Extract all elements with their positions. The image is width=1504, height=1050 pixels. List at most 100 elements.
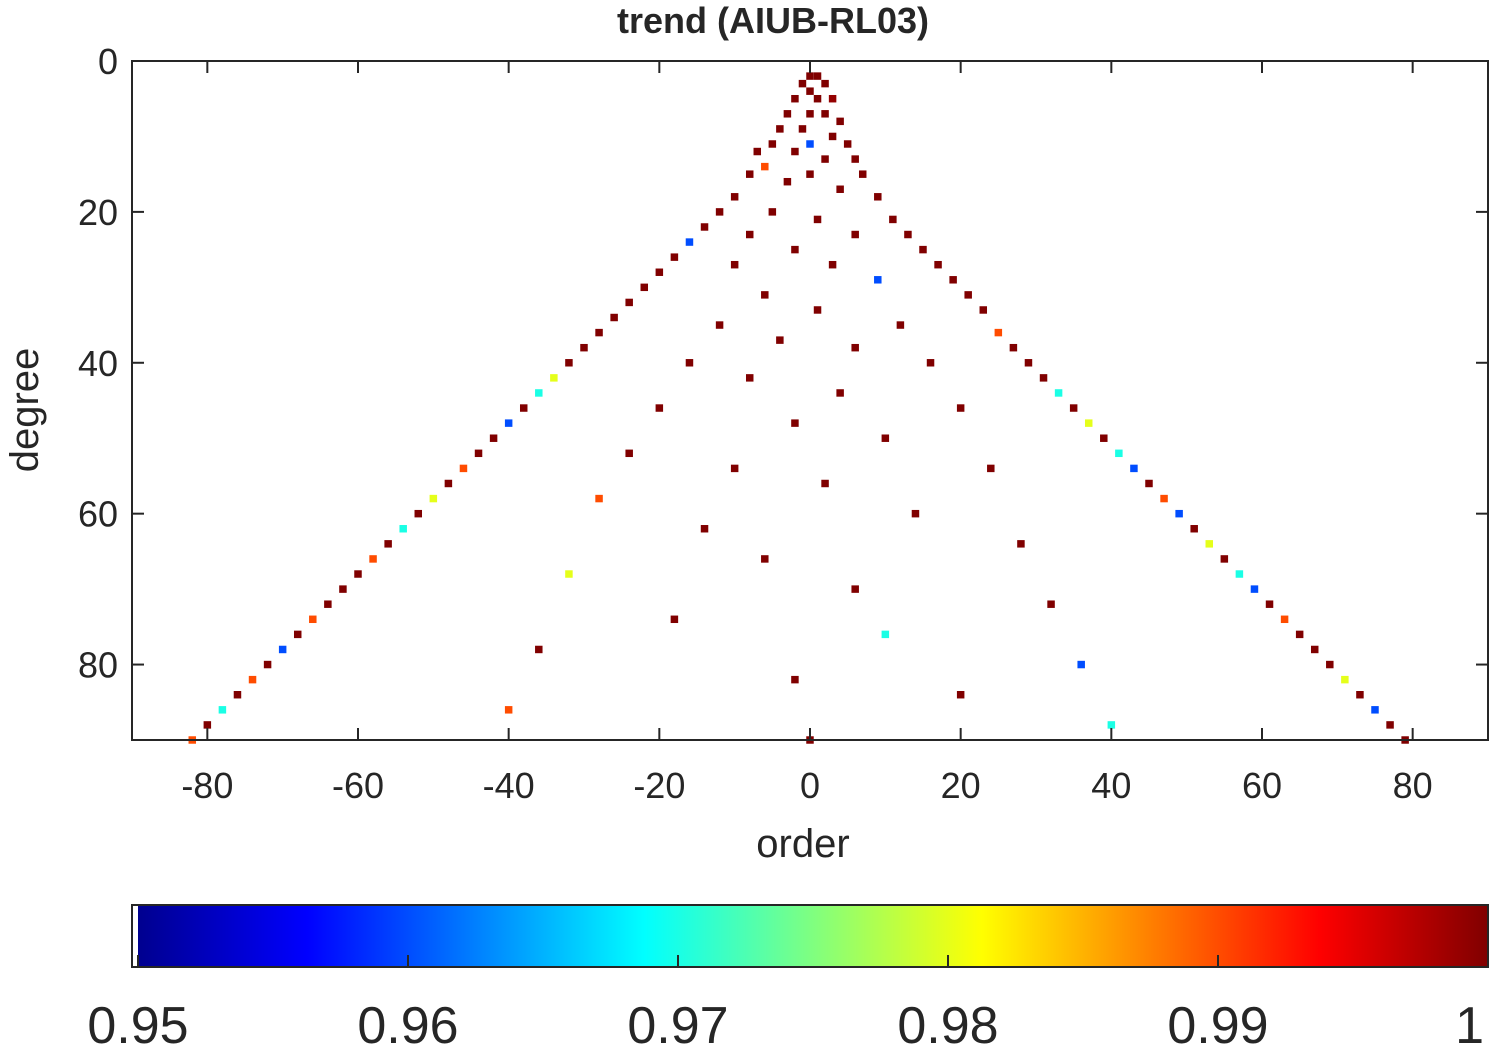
x-tick-label: -60 — [332, 765, 384, 806]
heatmap-cell — [851, 230, 859, 239]
heatmap-cell — [354, 570, 362, 578]
heatmap-cell — [715, 208, 724, 216]
heatmap-cell — [625, 298, 633, 307]
heatmap-cell — [655, 268, 664, 276]
heatmap-cell — [730, 464, 739, 473]
heatmap-cell — [813, 215, 822, 224]
heatmap-cell — [504, 706, 513, 714]
heatmap-cell — [474, 449, 483, 458]
x-tick-label: 40 — [1091, 765, 1131, 806]
heatmap-cell — [610, 313, 618, 322]
heatmap-cell — [384, 540, 392, 548]
heatmap-cell — [791, 245, 799, 254]
heatmap-cell — [956, 404, 965, 412]
heatmap-cell — [828, 260, 837, 269]
heatmap-cell — [768, 208, 777, 216]
heatmap-cell — [896, 321, 905, 329]
heatmap-cell — [565, 359, 573, 367]
heatmap-cell — [565, 570, 573, 578]
colorbar — [138, 905, 1488, 967]
heatmap-cell — [1047, 600, 1055, 608]
heatmap-cell — [1107, 721, 1116, 729]
heatmap-cells — [188, 72, 1409, 744]
chart-title: trend (AIUB-RL03) — [617, 0, 929, 41]
heatmap-cell — [1280, 615, 1289, 624]
heatmap-cell — [504, 419, 513, 427]
heatmap-cell — [761, 291, 769, 299]
heatmap-cell — [874, 193, 882, 201]
heatmap-cell — [1077, 660, 1085, 669]
heatmap-cell — [979, 306, 988, 314]
heatmap-cell — [203, 721, 212, 729]
y-tick-label: 80 — [78, 645, 118, 686]
heatmap-cell — [828, 94, 837, 103]
heatmap-cell — [1017, 540, 1025, 548]
heatmap-cell — [1009, 343, 1018, 352]
heatmap-cell — [1069, 404, 1078, 412]
heatmap-cell — [595, 328, 603, 337]
heatmap-cell — [535, 645, 543, 654]
heatmap-cell — [806, 170, 814, 178]
heatmap-cell — [429, 494, 438, 503]
heatmap-cell — [1054, 389, 1063, 397]
heatmap-cell — [625, 449, 633, 458]
y-tick-label: 20 — [78, 192, 118, 233]
heatmap-cell — [1265, 600, 1274, 608]
heatmap-cell — [1310, 645, 1319, 654]
heatmap-cell — [444, 479, 453, 488]
colorbar-tick-label: 0.95 — [87, 997, 188, 1050]
heatmap-cell — [459, 464, 468, 473]
heatmap-cell — [881, 434, 890, 442]
heatmap-cell — [776, 125, 784, 133]
heatmap-cell — [1190, 525, 1198, 533]
heatmap-cell — [836, 389, 844, 397]
heatmap-cell — [1356, 691, 1364, 699]
colorbar-frame — [131, 904, 1489, 968]
x-tick-label: -80 — [181, 765, 233, 806]
heatmap-cell — [218, 706, 227, 714]
heatmap-cell — [791, 147, 799, 156]
heatmap-cell — [1341, 675, 1349, 684]
heatmap-cell — [851, 585, 859, 593]
x-tick-label: 60 — [1242, 765, 1282, 806]
x-tick-label: -40 — [483, 765, 535, 806]
heatmap-cell — [263, 660, 272, 669]
heatmap-cell — [685, 359, 694, 367]
x-tick-label: 0 — [800, 765, 820, 806]
heatmap-cell — [700, 223, 709, 231]
heatmap-cell — [369, 555, 377, 563]
x-tick-label: 80 — [1393, 765, 1433, 806]
heatmap-cell — [1175, 509, 1183, 518]
heatmap-cell — [798, 125, 807, 133]
heatmap-cell — [768, 140, 777, 148]
y-tick-label: 40 — [78, 343, 118, 384]
y-axis-label: degree — [3, 348, 47, 473]
heatmap-cell — [293, 630, 302, 639]
heatmap-cell — [851, 343, 859, 352]
heatmap-cell — [1024, 359, 1033, 367]
heatmap-cell — [904, 230, 912, 239]
heatmap-cell — [1145, 479, 1153, 488]
heatmap-cell — [519, 404, 528, 412]
heatmap-cell — [1235, 570, 1244, 578]
heatmap-cell — [730, 260, 739, 269]
y-tick-label: 60 — [78, 494, 118, 535]
x-axis-ticks: -80 -60 -40 -20 0 20 40 60 80 — [181, 61, 1433, 806]
heatmap-cell — [791, 94, 799, 103]
heatmap-cell — [987, 464, 995, 473]
heatmap-cell — [791, 675, 799, 684]
heatmap-cell — [1084, 419, 1093, 427]
heatmap-cell — [745, 230, 754, 239]
heatmap-cell — [806, 87, 814, 95]
heatmap-cell — [278, 645, 287, 654]
heatmap-cell — [821, 479, 829, 488]
heatmap-cell — [1160, 494, 1168, 503]
heatmap-cell — [828, 132, 837, 141]
heatmap-cell — [791, 419, 799, 427]
heatmap-cell — [1295, 630, 1304, 639]
plot-axes-box — [131, 60, 1489, 741]
heatmap-cell — [640, 283, 649, 292]
heatmap-cell — [874, 276, 882, 284]
heatmap-cell — [761, 162, 769, 171]
